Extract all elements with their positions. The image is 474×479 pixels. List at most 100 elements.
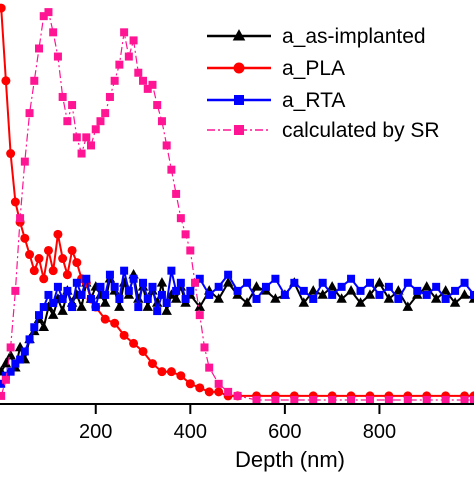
data-point-calculated-by-sr [78,150,86,158]
data-point-calculated-by-sr [44,8,52,16]
data-point-calculated-by-sr [200,343,208,351]
x-tick-label: 200 [79,421,112,443]
data-point-a-rta [82,275,90,283]
data-point-a-pla [30,266,39,275]
data-point-calculated-by-sr [177,214,185,222]
data-point-a-rta [163,299,171,307]
data-point-calculated-by-sr [96,117,104,125]
data-point-calculated-by-sr [26,109,34,117]
data-point-a-rta [319,279,327,287]
legend-item-a-rta: a_RTA [207,89,345,112]
data-point-calculated-by-sr [73,133,81,141]
data-point-a-pla [120,331,129,340]
series-a-rta [0,267,474,388]
data-point-calculated-by-sr [148,81,156,89]
data-point-a-rta [366,279,374,287]
data-point-a-rta [153,307,161,315]
x-tick-label: 600 [268,421,301,443]
data-point-a-rta [30,323,38,331]
data-point-calculated-by-sr [172,190,180,198]
data-point-a-rta [290,279,298,287]
data-point-a-rta [148,283,156,291]
data-point-a-rta [120,267,128,275]
data-point-a-as-implanted [76,301,87,311]
data-point-a-rta [375,291,383,299]
data-point-a-pla [167,367,176,376]
data-point-a-pla [176,371,185,380]
data-point-calculated-by-sr [347,396,355,404]
data-point-calculated-by-sr [82,133,90,141]
legend-label: a_PLA [282,57,345,80]
data-point-calculated-by-sr [163,141,171,149]
data-point-a-pla [44,246,53,255]
x-tick-label: 400 [174,421,207,443]
data-point-a-rta [125,287,133,295]
data-point-calculated-by-sr [290,396,298,404]
data-point-calculated-by-sr [21,158,29,166]
data-point-a-rta [35,311,43,319]
data-point-a-as-implanted [251,281,262,291]
data-point-a-rta [253,295,261,303]
data-point-a-as-implanted [346,285,357,295]
data-point-a-pla [205,387,214,396]
data-point-a-pla [148,359,157,368]
data-point-a-pla [25,250,34,259]
data-point-a-rta [281,291,289,299]
data-point-a-rta [385,283,393,291]
data-point-a-pla [157,367,166,376]
data-point-a-rta [144,295,152,303]
data-point-calculated-by-sr [30,77,38,85]
legend-marker [234,95,244,105]
data-point-a-rta [172,287,180,295]
data-point-a-rta [111,283,119,291]
data-point-a-rta [470,291,474,299]
data-point-calculated-by-sr [35,44,43,52]
data-point-a-rta [394,295,402,303]
legend: a_as-implanted a_PLA a_RTA calculated by SR [207,25,440,142]
data-point-a-rta [205,291,213,299]
data-point-calculated-by-sr [328,396,336,404]
data-point-a-rta [106,271,114,279]
data-point-a-pla [53,230,62,239]
data-point-a-pla [214,387,223,396]
data-point-calculated-by-sr [253,396,261,404]
data-point-a-rta [44,291,52,299]
data-point-a-rta [21,347,29,355]
data-point-calculated-by-sr [470,396,474,404]
legend-item-a-as-implanted: a_as-implanted [207,25,426,48]
data-point-a-rta [234,287,242,295]
data-point-a-rta [139,279,147,287]
data-point-calculated-by-sr [0,392,5,400]
data-point-a-rta [63,287,71,295]
data-point-a-rta [182,295,190,303]
data-point-a-rta [423,291,431,299]
data-point-calculated-by-sr [68,101,76,109]
data-point-calculated-by-sr [2,376,10,384]
data-point-calculated-by-sr [130,36,138,44]
data-point-calculated-by-sr [191,279,199,287]
data-point-calculated-by-sr [442,396,450,404]
data-point-a-pla [139,347,148,356]
legend-item-calculated-by-sr: calculated by SR [207,119,440,142]
data-point-calculated-by-sr [16,214,24,222]
data-point-calculated-by-sr [234,392,242,400]
data-point-calculated-by-sr [224,388,232,396]
data-point-calculated-by-sr [158,117,166,125]
data-point-a-rta [54,283,62,291]
legend-label: calculated by SR [282,119,440,142]
data-point-a-rta [413,287,421,295]
data-point-a-rta [432,283,440,291]
data-point-calculated-by-sr [92,125,100,133]
data-point-a-rta [158,291,166,299]
data-point-a-pla [20,234,29,243]
legend-label: a_RTA [282,89,345,112]
data-point-a-pla [129,339,138,348]
data-point-a-as-implanted [1,358,12,368]
legend-marker [234,125,244,135]
data-point-calculated-by-sr [139,77,147,85]
data-point-a-as-implanted [374,277,385,287]
data-point-calculated-by-sr [106,93,114,101]
data-point-a-rta [92,303,100,311]
x-axis-title: Depth (nm) [235,447,345,472]
